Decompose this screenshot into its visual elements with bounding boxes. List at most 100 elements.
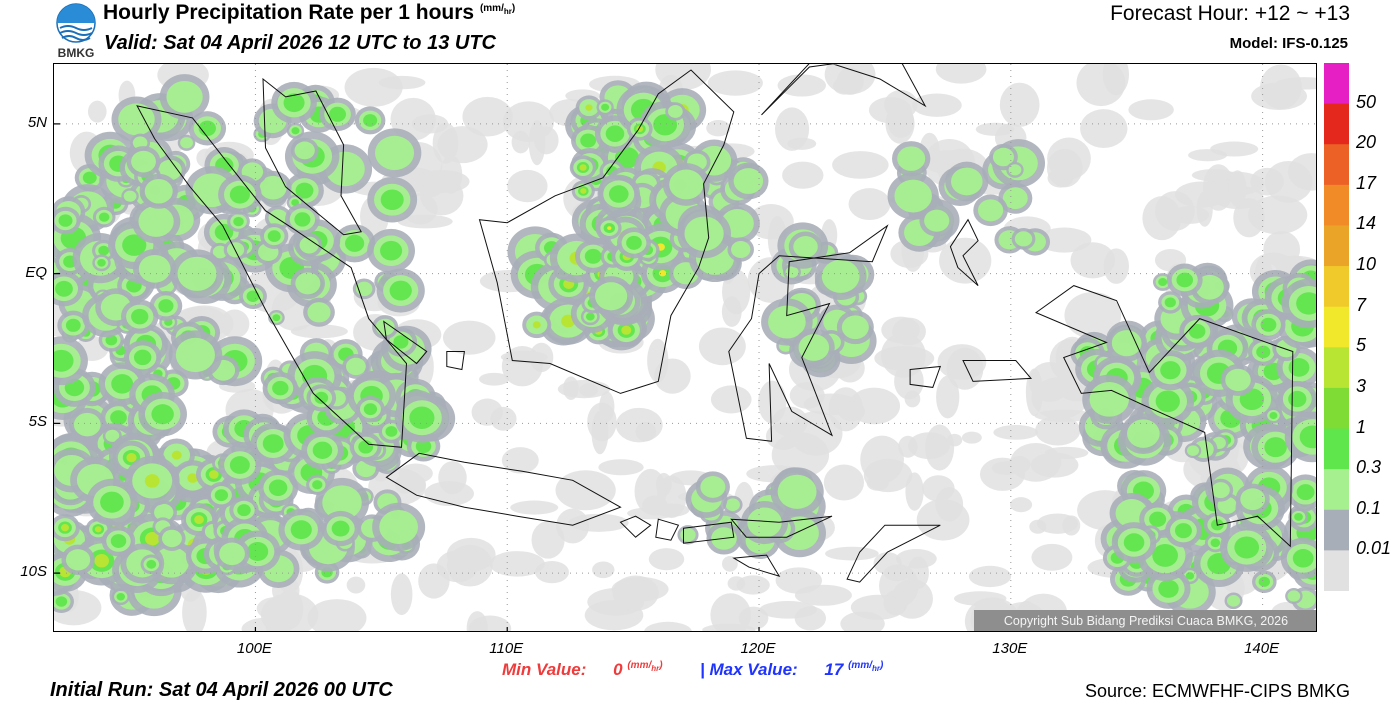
precipitation-cell [823,464,865,501]
precipitation-cell [466,611,488,631]
precipitation-cell [793,236,818,258]
precipitation-cell [98,212,110,222]
precipitation-cell [442,320,496,355]
precipitation-cell [312,480,323,490]
precipitation-cell [283,93,305,113]
precipitation-cell [345,357,366,376]
latitude-label: 10S [20,563,47,581]
precipitation-cell [65,318,81,332]
precipitation-cell [777,474,817,509]
colorbar-swatch [1324,103,1349,145]
precipitation-cell [1014,231,1033,247]
precipitation-cell [768,305,806,339]
precipitation-cell [607,226,612,230]
precipitation-cell [794,606,827,631]
precipitation-cell [555,470,616,511]
precipitation-cell [1256,345,1271,359]
precipitation-cell [194,515,204,525]
precipitation-cell [669,169,704,200]
precipitation-cell [738,606,769,630]
mindanao-coastline [761,64,927,116]
flores-coastline [730,515,833,538]
precipitation-cell [1296,484,1315,501]
sulawesi-coastline [728,224,889,442]
precipitation-cell [789,411,843,456]
precipitation-cell [415,439,432,454]
colorbar-label: 20 [1356,132,1377,153]
java-coastline [385,452,622,526]
precipitation-cell [775,107,810,151]
precipitation-cell [848,188,891,221]
precipitation-cell [747,507,782,538]
title-unit: (mm/hr) [479,3,516,16]
precipitation-cell [154,503,174,521]
precipitation-cell [158,299,174,313]
precipitation-cell [935,64,987,84]
precipitation-cell [585,312,595,321]
precipitation-cell [123,190,137,202]
precipitation-cell [1037,227,1092,253]
precipitation-cell [733,168,764,194]
precipitation-cell [118,103,155,136]
precipitation-cell [214,489,229,502]
precipitation-cell [1228,170,1247,208]
precipitation-cell [1111,330,1142,357]
precipitation-cell [1264,437,1287,458]
colorbar-swatch [1324,469,1349,511]
precipitation-cell [54,349,74,372]
precipitation-cell [471,398,503,426]
precipitation-cell [346,576,366,594]
precipitation-cell [229,185,250,204]
precipitation-cell [378,75,426,90]
colorbar-swatch [1324,347,1349,389]
precipitation-cell [58,214,73,227]
precipitation-cell [1158,579,1179,598]
bangka-coastline [383,320,428,365]
precipitation-cell [568,513,629,532]
precipitation-cell [725,498,740,511]
precipitation-cell [246,542,269,561]
precipitation-cell [1089,382,1129,417]
precipitation-cell [510,500,559,515]
precipitation-cell [648,548,685,571]
precipitation-cell [1035,415,1081,446]
data-source: Source: ECMWFHF-CIPS BMKG [1084,681,1350,701]
precipitation-cell [294,212,311,227]
precipitation-cell [584,248,602,264]
precipitation-cell [1287,590,1301,602]
precipitation-cell [782,161,824,189]
belitung-coastline [446,351,465,371]
colorbar-swatch [1324,266,1349,308]
precipitation-cell [883,564,911,582]
precipitation-cell [1299,425,1316,449]
precipitation-cell [924,209,950,232]
precipitation-cell [437,126,488,164]
precipitation-cell [393,335,409,349]
precipitation-cell [777,74,826,97]
precipitation-cell [131,150,156,173]
precipitation-cell [94,526,102,533]
precipitation-cell [727,576,746,591]
initial-run: Initial Run: Sat 04 April 2026 00 UTC [50,679,393,701]
svg-text:BMKG: BMKG [58,46,95,60]
precipitation-cell [73,412,101,437]
precipitation-cell [794,584,852,606]
precipitation-cell [322,485,362,520]
precipitation-cell [187,473,198,483]
precipitation-cell [97,259,106,267]
precipitation-cell [1226,595,1241,607]
precipitation-cell [462,96,513,137]
precipitation-cell [1210,538,1221,548]
precipitation-cell [1008,164,1022,176]
precipitation-cell [375,318,395,336]
precipitation-cell [145,531,160,546]
precipitation-cell [507,169,548,203]
precipitation-map: Copyright Sub Bidang Prediksi Cuaca BMKG… [53,63,1317,632]
colorbar-label: 0.3 [1356,457,1382,478]
precipitation-cell [294,141,315,160]
precipitation-cell [1158,278,1168,287]
precipitation-cell [1010,443,1062,482]
precipitation-cell [138,254,171,283]
precipitation-cell [992,147,1014,167]
precipitation-cell [1149,511,1167,527]
